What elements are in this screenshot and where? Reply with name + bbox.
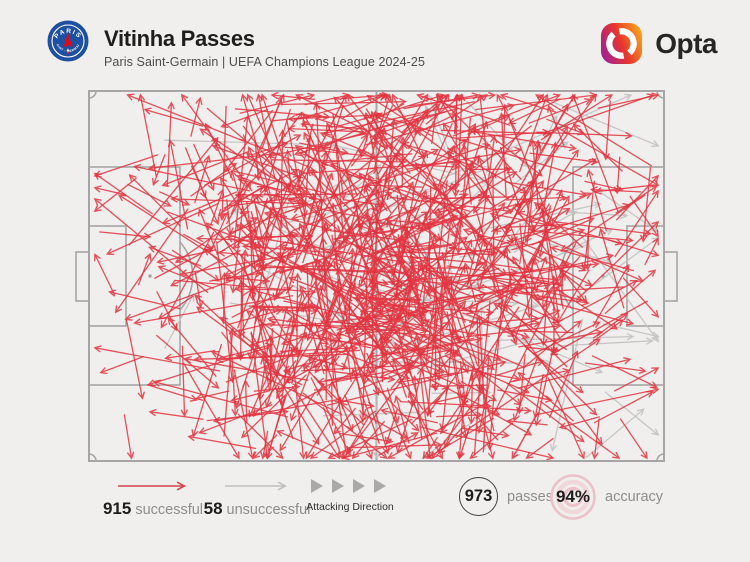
opta-wordmark: Opta (655, 27, 717, 59)
successful-count: 915 (102, 499, 132, 518)
legend-passes: 973 passes (459, 477, 553, 516)
legend-unsuccessful: 58 unsuccessful (203, 480, 311, 519)
page-subtitle: Paris Saint-Germain | UEFA Champions Lea… (104, 55, 426, 70)
successful-label: 915 successful (103, 499, 203, 519)
successful-word: successful (135, 502, 204, 518)
crest-ring (51, 24, 85, 58)
unsuccessful-count: 58 (203, 499, 223, 518)
opta-logo-icon (601, 22, 643, 65)
crest-fleur (66, 48, 70, 52)
attacking-direction-label: Attacking Direction (306, 501, 394, 513)
attacking-direction-icon (311, 479, 386, 493)
page-title: Vitinha Passes (104, 26, 255, 51)
successful-arrow-icon (118, 480, 190, 492)
unsuccessful-arrow-icon (225, 480, 291, 492)
legend: 915 successful 58 unsuccessful (0, 472, 750, 532)
opta-brand: Opta (600, 22, 717, 65)
accuracy-value: 94% (555, 487, 591, 506)
crest-eiffel-tower (63, 32, 73, 47)
passes-count-circle: 973 (459, 477, 498, 516)
accuracy-target: 94% (550, 474, 596, 520)
legend-successful: 915 successful (96, 480, 210, 519)
unsuccessful-label: 58 unsuccessful (204, 499, 311, 519)
target-rings-icon (550, 474, 596, 520)
unsuccessful-word: unsuccessful (226, 502, 311, 518)
passes-word: passes (507, 488, 553, 505)
successful-passes-layer (95, 95, 658, 458)
crest-cradle (66, 51, 70, 54)
title-block: Vitinha Passes Paris Saint-Germain | UEF… (104, 27, 425, 69)
legend-accuracy: 94% accuracy (550, 474, 663, 520)
legend-attacking-direction: Attacking Direction (302, 478, 398, 513)
accuracy-word: accuracy (605, 489, 664, 505)
